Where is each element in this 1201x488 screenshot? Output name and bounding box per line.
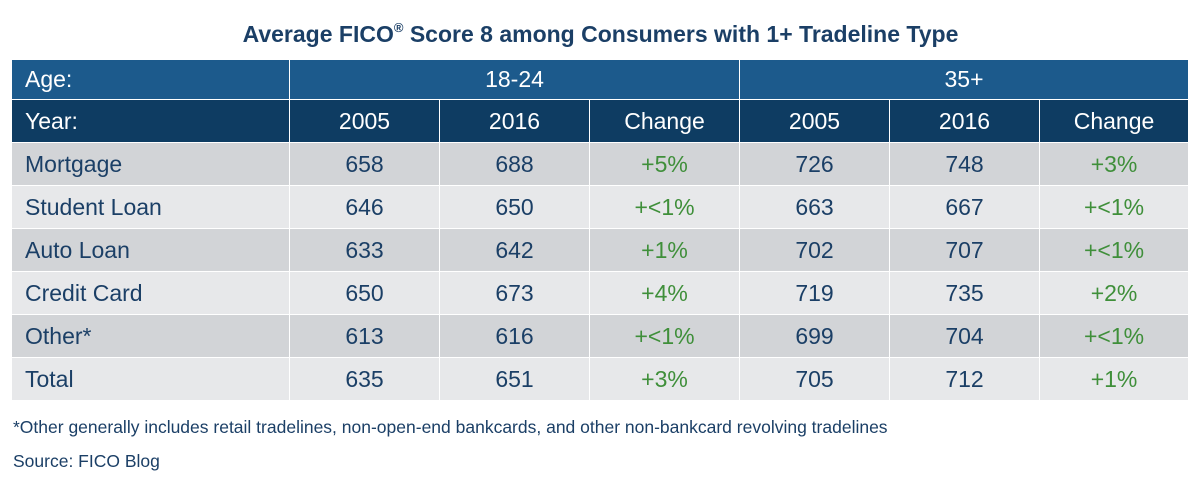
row-label: Mortgage — [11, 142, 290, 186]
registered-mark: ® — [393, 20, 404, 35]
source-note: Source: FICO Blog — [13, 451, 160, 471]
footnote: *Other generally includes retail tradeli… — [13, 417, 888, 437]
column-header: 2005 — [289, 99, 440, 143]
table-row: Mortgage 658 688 +5% 726 748 +3% — [11, 142, 1190, 186]
score-cell: 702 — [739, 228, 891, 272]
title-rest: Score 8 among Consumers with 1+ Tradelin… — [403, 21, 959, 47]
table-body: Mortgage 658 688 +5% 726 748 +3% Student Loan 64… — [11, 142, 1190, 401]
score-cell: 633 — [289, 228, 440, 272]
change-cell: +<1% — [1039, 185, 1190, 229]
table-row: Other* 613 616 +<1% 699 704 +<1% — [11, 314, 1190, 358]
score-cell: 642 — [439, 228, 590, 272]
score-cell: 735 — [889, 271, 1041, 315]
change-cell: +<1% — [588, 185, 741, 229]
score-cell: 704 — [889, 314, 1041, 358]
row-label: Total — [11, 357, 290, 401]
table-row: Auto Loan 633 642 +1% 702 707 +<1% — [11, 228, 1190, 272]
age-label: Age: — [11, 59, 290, 100]
change-cell: +3% — [588, 357, 741, 401]
score-cell: 748 — [889, 142, 1041, 186]
score-cell: 650 — [439, 185, 590, 229]
score-cell: 699 — [739, 314, 891, 358]
score-cell: 712 — [889, 357, 1041, 401]
column-header: Change — [1039, 99, 1190, 143]
table-row: Student Loan 646 650 +<1% 663 667 +<1% — [11, 185, 1190, 229]
row-label: Student Loan — [11, 185, 290, 229]
age-group-18-24: 18-24 — [288, 59, 741, 100]
row-label: Credit Card — [11, 271, 290, 315]
year-header-row: Year: 2005 2016 Change 2005 2016 Change — [11, 99, 1190, 143]
score-cell: 616 — [439, 314, 590, 358]
fico-score-table: Age: 18-24 35+ Year: 2005 2016 Change 20… — [11, 59, 1190, 401]
score-cell: 673 — [439, 271, 590, 315]
change-cell: +2% — [1039, 271, 1190, 315]
column-header: 2016 — [439, 99, 590, 143]
change-cell: +<1% — [1039, 314, 1190, 358]
score-cell: 651 — [439, 357, 590, 401]
column-header: Change — [588, 99, 741, 143]
age-header-row: Age: 18-24 35+ — [11, 59, 1190, 100]
change-cell: +3% — [1039, 142, 1190, 186]
change-cell: +<1% — [1039, 228, 1190, 272]
change-cell: +1% — [1039, 357, 1190, 401]
column-header: 2005 — [739, 99, 891, 143]
score-cell: 707 — [889, 228, 1041, 272]
chart-title: Average FICO® Score 8 among Consumers wi… — [0, 20, 1201, 48]
change-cell: +<1% — [588, 314, 741, 358]
column-header: 2016 — [889, 99, 1041, 143]
change-cell: +4% — [588, 271, 741, 315]
change-cell: +1% — [588, 228, 741, 272]
score-cell: 635 — [289, 357, 440, 401]
table-row: Credit Card 650 673 +4% 719 735 +2% — [11, 271, 1190, 315]
score-cell: 646 — [289, 185, 440, 229]
age-group-35-plus: 35+ — [739, 59, 1190, 100]
score-cell: 613 — [289, 314, 440, 358]
score-cell: 658 — [289, 142, 440, 186]
score-cell: 726 — [739, 142, 891, 186]
score-cell: 650 — [289, 271, 440, 315]
table-row: Total 635 651 +3% 705 712 +1% — [11, 357, 1190, 401]
row-label: Auto Loan — [11, 228, 290, 272]
row-label: Other* — [11, 314, 290, 358]
title-main: Average FICO — [242, 21, 394, 47]
score-cell: 688 — [439, 142, 590, 186]
score-cell: 719 — [739, 271, 891, 315]
change-cell: +5% — [588, 142, 741, 186]
year-label: Year: — [11, 99, 290, 143]
score-cell: 667 — [889, 185, 1041, 229]
score-cell: 705 — [739, 357, 891, 401]
score-cell: 663 — [739, 185, 891, 229]
